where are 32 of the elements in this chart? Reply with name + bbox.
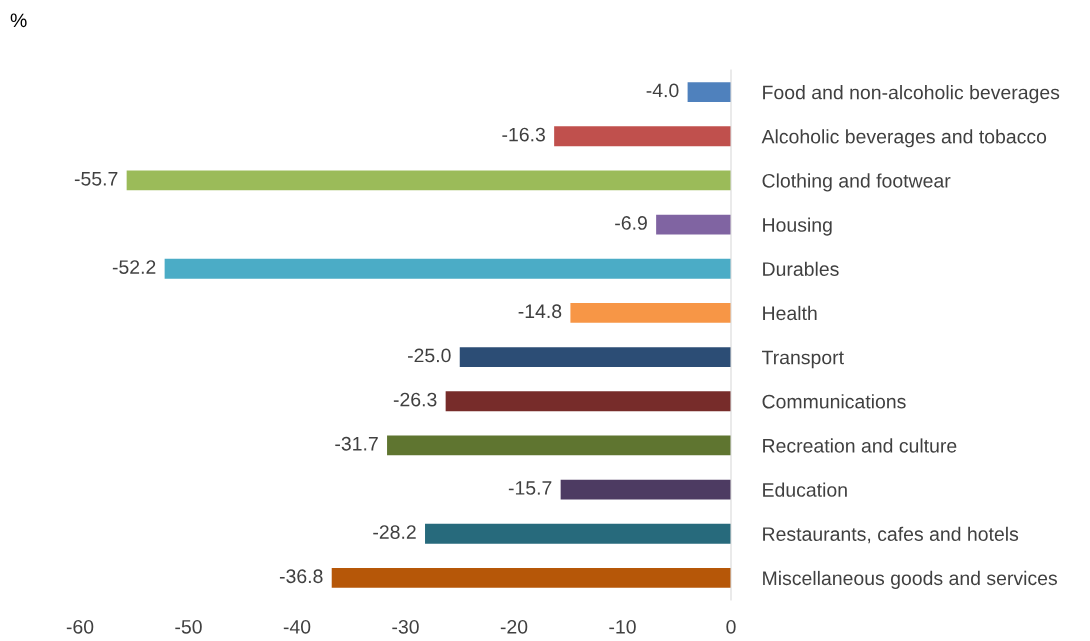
data-label: -28.2 xyxy=(373,525,416,539)
x-tick-label: -40 xyxy=(283,619,311,634)
x-tick-label: 0 xyxy=(726,619,736,634)
y-tick-label: Health xyxy=(763,305,817,321)
y-tick-label: Food and non-alcoholic beverages xyxy=(763,85,1060,104)
data-label: -31.7 xyxy=(335,436,378,451)
data-label: -15.7 xyxy=(508,481,552,495)
data-label: -14.8 xyxy=(518,304,562,319)
y-tick-label: Clothing and footwear xyxy=(762,173,951,192)
y-tick-label: Recreation and culture xyxy=(763,438,957,453)
data-label: -16.3 xyxy=(502,127,545,142)
y-tick-label: Housing xyxy=(763,217,832,236)
x-tick-label: -20 xyxy=(500,619,528,634)
y-tick-label: Communications xyxy=(762,394,906,409)
data-label: -26.3 xyxy=(393,392,437,407)
x-tick-label: -10 xyxy=(609,619,636,634)
data-label: -4.0 xyxy=(646,83,679,98)
data-label: -36.8 xyxy=(279,569,323,584)
data-label: -52.2 xyxy=(112,260,156,274)
y-tick-label: Miscellaneous goods and services xyxy=(763,570,1057,589)
y-tick-label: Transport xyxy=(761,350,844,369)
y-tick-label: Education xyxy=(763,482,847,497)
data-label: -25.0 xyxy=(407,348,451,363)
y-tick-label: Durables xyxy=(763,261,839,276)
data-label: -55.7 xyxy=(74,172,118,186)
x-tick-label: -50 xyxy=(175,619,202,634)
y-tick-label: Alcoholic beverages and tobacco xyxy=(761,129,1047,148)
x-tick-label: -60 xyxy=(66,619,94,634)
data-label: -6.9 xyxy=(615,216,647,230)
y-axis-title: % xyxy=(10,13,27,28)
x-tick-label: -30 xyxy=(392,619,419,634)
y-tick-label: Restaurants, cafes and hotels xyxy=(763,526,1019,544)
